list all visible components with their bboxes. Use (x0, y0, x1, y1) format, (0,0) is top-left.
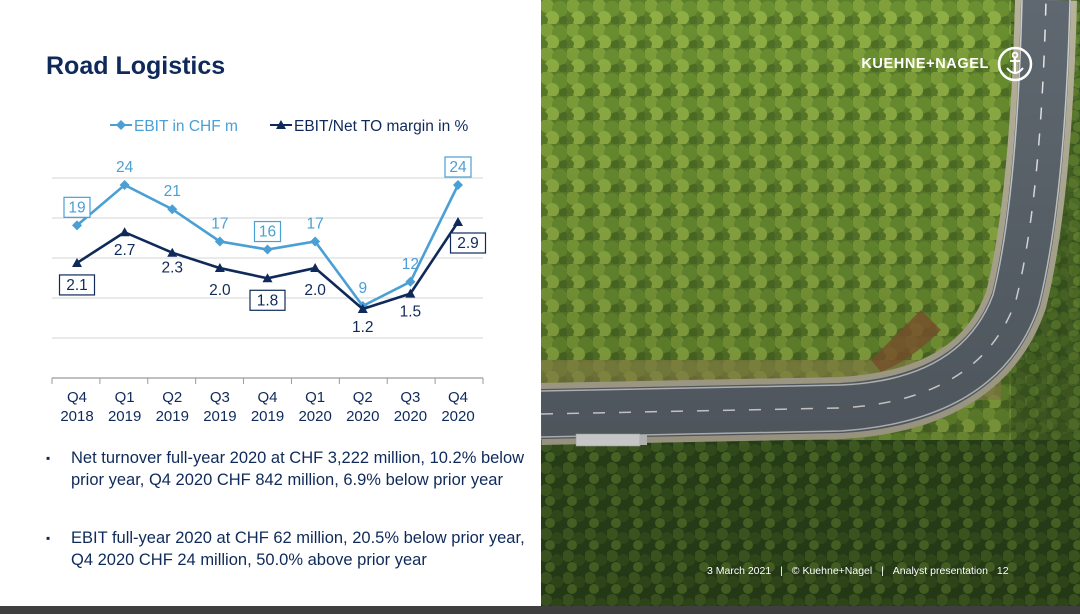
data-label-margin: 1.2 (352, 319, 374, 336)
data-label-margin: 2.9 (457, 235, 479, 252)
footer-page-number: 12 (996, 565, 1009, 577)
data-label-margin: 1.8 (257, 292, 279, 309)
data-label-margin: 2.7 (114, 242, 136, 259)
x-tick-label-year: 2020 (394, 408, 427, 425)
x-tick-label-year: 2020 (346, 408, 379, 425)
bullet-ebit: ▪ EBIT full-year 2020 at CHF 62 million,… (46, 527, 536, 573)
footer-copyright: © Kuehne+Nagel (791, 565, 873, 577)
data-label-ebit: 21 (164, 183, 181, 200)
x-tick-label-quarter: Q1 (305, 389, 325, 406)
data-point-ebit (405, 276, 416, 287)
data-label-box (449, 232, 487, 254)
data-point-ebit (453, 180, 463, 190)
data-label-margin: 2.0 (304, 282, 326, 299)
data-point-ebit (119, 180, 130, 190)
bullet-text: Net turnover full-year 2020 at CHF 3,222… (71, 449, 525, 489)
data-label-box (58, 274, 96, 296)
slide-footer: 3 March 2021 | © Kuehne+Nagel | Analyst … (704, 565, 1012, 577)
data-point-ebit (262, 244, 273, 255)
x-tick-label-year: 2019 (251, 408, 284, 425)
bullet-text: EBIT full-year 2020 at CHF 62 million, 2… (71, 529, 525, 569)
anchor-icon (997, 46, 1033, 82)
data-label-box (444, 156, 472, 178)
bullet-marker: ▪ (46, 531, 51, 545)
legend-label: EBIT in CHF m (134, 118, 238, 135)
bullet-net-turnover: ▪ Net turnover full-year 2020 at CHF 3,2… (46, 447, 536, 515)
x-tick-label-quarter: Q3 (210, 389, 230, 406)
kuehne-nagel-logo: KUEHNE+NAGEL (861, 46, 1033, 82)
footer-separator: | (881, 565, 884, 577)
data-label-ebit: 17 (307, 215, 324, 232)
legend-label: EBIT/Net TO margin in % (294, 118, 469, 135)
data-label-box (249, 289, 286, 311)
x-tick-label-quarter: Q2 (162, 389, 182, 406)
forest-road-image (541, 0, 1080, 606)
legend-marker-triangle (276, 120, 286, 129)
data-label-margin: 2.3 (161, 260, 183, 277)
data-label-ebit: 9 (358, 280, 367, 297)
footer-separator: | (780, 565, 783, 577)
data-point-ebit (72, 220, 82, 231)
slide-title: Road Logistics (46, 52, 226, 80)
data-point-ebit (214, 236, 225, 247)
data-point-margin (310, 263, 321, 273)
x-tick-label-year: 2019 (108, 408, 141, 425)
data-point-margin (405, 288, 416, 298)
left-panel: Road Logistics Q4 2018 Q1 2019 Q2 2019 Q3 2019 Q… (0, 0, 541, 606)
data-point-margin (262, 273, 273, 283)
brand-wordmark: KUEHNE+NAGEL (861, 56, 989, 72)
ebit-chart: Q4 2018 Q1 2019 Q2 2019 Q3 2019 Q4 2019 Q1 2020 Q2 20… (51, 118, 487, 425)
bullet-marker: ▪ (46, 451, 51, 465)
data-point-margin (119, 227, 130, 237)
x-tick-label-quarter: Q4 (67, 389, 87, 406)
x-tick-label-quarter: Q2 (353, 389, 373, 406)
x-tick-label-year: 2020 (298, 408, 331, 425)
data-label-box (63, 196, 91, 218)
data-label-ebit: 24 (116, 159, 134, 176)
x-tick-label-year: 2018 (60, 408, 93, 425)
data-label-ebit: 19 (68, 199, 85, 216)
x-tick-label-quarter: Q1 (115, 389, 135, 406)
data-point-margin (357, 304, 368, 313)
data-label-ebit: 12 (402, 256, 419, 273)
x-tick-label-quarter: Q3 (400, 389, 420, 406)
x-tick-label-quarter: Q4 (448, 389, 468, 406)
x-tick-label-year: 2019 (156, 408, 189, 425)
data-point-ebit (167, 204, 178, 215)
data-point-margin (453, 217, 463, 226)
window-bottom-bar (0, 606, 1080, 614)
x-tick-label-year: 2020 (441, 408, 474, 425)
legend-marker-diamond (116, 120, 126, 130)
data-label-margin: 2.0 (209, 282, 231, 299)
data-point-margin (167, 247, 178, 257)
data-label-margin: 2.1 (66, 277, 88, 294)
data-label-ebit: 16 (259, 224, 276, 241)
data-point-ebit (310, 236, 321, 247)
x-tick-label-year: 2019 (203, 408, 236, 425)
footer-date: 3 March 2021 (707, 565, 772, 577)
x-tick-label-quarter: Q4 (257, 389, 277, 406)
data-point-margin (214, 263, 225, 273)
aerial-forest-road-photo: KUEHNE+NAGEL 3 March 2021 | © Kuehne+Nag… (541, 0, 1080, 606)
data-point-margin (72, 257, 82, 267)
data-label-margin: 1.5 (400, 304, 422, 321)
footer-event: Analyst presentation (892, 565, 988, 577)
data-label-box (253, 220, 282, 243)
data-label-ebit: 24 (449, 159, 467, 176)
data-label-ebit: 17 (211, 215, 228, 232)
